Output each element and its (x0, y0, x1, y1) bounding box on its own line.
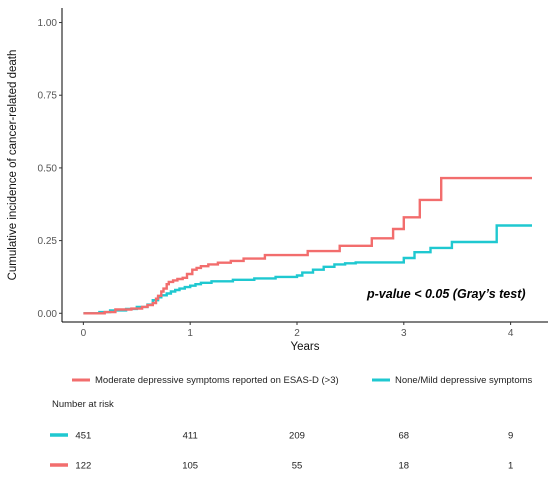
risk-table-title: Number at risk (52, 399, 114, 410)
axes (61, 8, 548, 323)
x-tick-label: 1 (187, 328, 193, 339)
risk-count: 209 (289, 431, 305, 442)
x-tick-label: 4 (508, 328, 514, 339)
risk-count: 451 (75, 431, 91, 442)
legend-label-moderate: Moderate depressive symptoms reported on… (95, 375, 339, 386)
x-axis-title: Years (291, 341, 320, 353)
x-tick-label: 3 (401, 328, 407, 339)
risk-count: 1 (508, 461, 513, 472)
y-tick-label: 0.75 (38, 91, 58, 102)
p-value-annotation: p-value < 0.05 (Gray’s test) (366, 287, 526, 301)
y-tick-label: 0.00 (38, 309, 58, 320)
y-tick-label: 0.25 (38, 236, 58, 247)
x-tick-label: 0 (81, 328, 87, 339)
x-ticks: 0 1 2 3 4 (81, 322, 514, 339)
plot-area (83, 176, 532, 315)
series-line-moderate (83, 176, 532, 315)
y-axis-title: Cumulative incidence of cancer-related d… (7, 50, 19, 281)
y-tick-label: 0.50 (38, 163, 58, 174)
y-ticks: 0.00 0.25 0.50 0.75 1.00 (38, 18, 62, 320)
risk-count: 9 (508, 431, 513, 442)
risk-table: 451 411 209 68 9 122 105 55 18 1 (50, 431, 513, 472)
y-tick-label: 1.00 (38, 18, 58, 29)
risk-count: 411 (183, 431, 198, 442)
risk-count: 105 (182, 461, 198, 472)
risk-count: 55 (292, 461, 303, 472)
legend: Moderate depressive symptoms reported on… (72, 375, 533, 386)
risk-count: 18 (399, 461, 410, 472)
x-tick-label: 2 (294, 328, 300, 339)
legend-label-none-mild: None/Mild depressive symptoms (395, 375, 533, 386)
risk-count: 68 (399, 431, 410, 442)
risk-count: 122 (75, 461, 91, 472)
